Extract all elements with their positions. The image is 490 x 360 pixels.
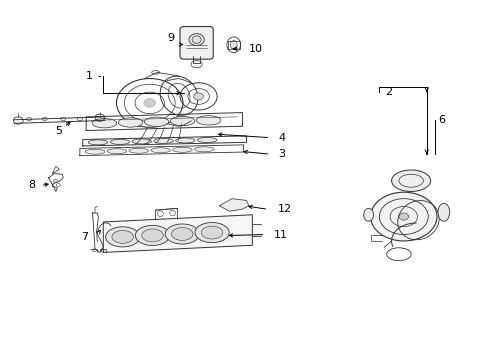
Ellipse shape xyxy=(192,36,201,43)
Ellipse shape xyxy=(196,116,221,125)
Ellipse shape xyxy=(154,139,173,143)
Ellipse shape xyxy=(129,148,148,153)
Ellipse shape xyxy=(172,147,192,152)
Ellipse shape xyxy=(151,148,171,153)
Ellipse shape xyxy=(107,149,127,154)
Circle shape xyxy=(144,99,156,107)
Text: 10: 10 xyxy=(249,44,263,54)
Ellipse shape xyxy=(92,118,117,128)
Ellipse shape xyxy=(230,41,237,49)
Ellipse shape xyxy=(171,116,195,126)
Ellipse shape xyxy=(195,147,214,152)
Circle shape xyxy=(194,93,203,100)
Text: 6: 6 xyxy=(438,115,445,125)
Ellipse shape xyxy=(135,225,170,246)
Text: 3: 3 xyxy=(278,149,285,159)
Ellipse shape xyxy=(88,140,108,145)
Polygon shape xyxy=(220,199,249,211)
Ellipse shape xyxy=(197,138,217,143)
FancyBboxPatch shape xyxy=(180,27,213,59)
Ellipse shape xyxy=(132,139,151,144)
Text: 11: 11 xyxy=(273,230,287,239)
Circle shape xyxy=(399,213,409,220)
Ellipse shape xyxy=(165,224,199,244)
Ellipse shape xyxy=(172,228,193,240)
Ellipse shape xyxy=(175,138,195,143)
Ellipse shape xyxy=(118,118,143,127)
Text: 12: 12 xyxy=(278,204,293,215)
Ellipse shape xyxy=(195,222,229,243)
Ellipse shape xyxy=(201,226,223,239)
Polygon shape xyxy=(103,215,252,252)
Ellipse shape xyxy=(110,139,130,144)
Text: 4: 4 xyxy=(278,133,285,143)
Ellipse shape xyxy=(145,117,169,126)
Circle shape xyxy=(370,192,437,241)
Text: 5: 5 xyxy=(55,126,62,135)
Ellipse shape xyxy=(105,227,140,247)
Ellipse shape xyxy=(438,203,450,221)
Ellipse shape xyxy=(364,208,373,221)
Ellipse shape xyxy=(112,230,133,243)
Ellipse shape xyxy=(392,170,431,192)
Text: -: - xyxy=(98,71,101,81)
Text: 1: 1 xyxy=(86,71,93,81)
Text: 2: 2 xyxy=(386,87,392,97)
Ellipse shape xyxy=(142,229,163,242)
Text: 7: 7 xyxy=(81,232,89,242)
Ellipse shape xyxy=(85,149,105,154)
Text: 9: 9 xyxy=(167,33,174,43)
Text: 8: 8 xyxy=(28,180,35,190)
